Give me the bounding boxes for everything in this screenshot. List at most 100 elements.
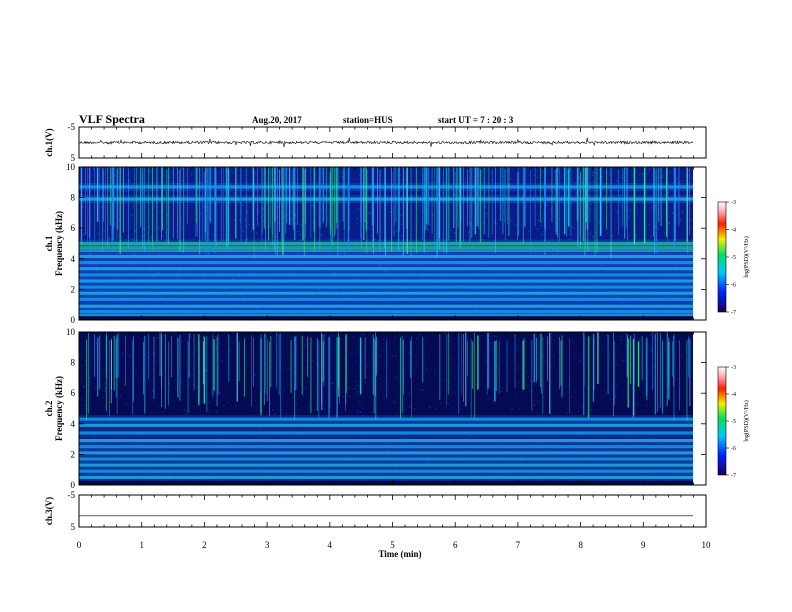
sferic-streak — [655, 167, 657, 254]
sferic-streak — [587, 336, 590, 419]
sferic-streak — [587, 167, 589, 251]
sferic-streak — [641, 335, 643, 380]
sferic-streak — [284, 167, 285, 248]
sferic-streak — [313, 167, 315, 233]
sferic-streak — [585, 167, 587, 243]
sferic-streak — [143, 167, 145, 252]
sferic-streak — [117, 167, 119, 230]
sferic-streak — [467, 167, 468, 227]
sferic-streak — [599, 167, 602, 236]
sferic-streak — [633, 167, 636, 245]
sferic-streak — [252, 167, 254, 230]
sferic-streak — [103, 167, 104, 222]
colorbar-tick-label: -5 — [731, 419, 736, 425]
sferic-streak — [668, 341, 670, 400]
sferic-streak — [371, 167, 373, 226]
sferic-streak — [270, 335, 272, 388]
sferic-streak — [310, 338, 312, 413]
sferic-streak — [148, 333, 149, 380]
spectral-line — [79, 297, 693, 301]
sferic-streak — [334, 167, 335, 237]
colorbar-label: log(PSD)(V²/Hz) — [743, 400, 750, 441]
sferic-streak — [506, 340, 508, 392]
sferic-streak — [569, 338, 570, 414]
sferic-streak — [109, 340, 110, 417]
sferic-streak — [437, 167, 440, 249]
spectral-line — [79, 261, 693, 265]
sferic-streak — [172, 167, 174, 239]
sferic-streak — [651, 332, 653, 390]
sferic-streak — [295, 336, 297, 391]
sferic-streak — [630, 335, 631, 384]
sferic-streak — [186, 167, 188, 225]
sferic-streak — [301, 335, 303, 395]
sferic-streak — [372, 334, 374, 395]
sferic-streak — [261, 167, 263, 234]
sferic-streak — [164, 334, 166, 409]
sferic-streak — [265, 167, 266, 250]
sferic-streak — [329, 337, 331, 409]
spectral-line — [79, 279, 693, 283]
sferic-streak — [443, 167, 444, 253]
y-tick-label: -5 — [68, 122, 76, 132]
sferic-streak — [276, 167, 278, 256]
sferic-streak — [253, 337, 254, 387]
sferic-streak — [278, 332, 280, 396]
sferic-streak — [645, 337, 648, 396]
sferic-streak — [379, 167, 381, 253]
sferic-streak — [359, 337, 362, 395]
sferic-streak — [476, 167, 478, 227]
sferic-streak — [330, 167, 331, 235]
sferic-streak — [689, 338, 691, 407]
sferic-streak — [285, 167, 287, 234]
y-axis-label: Frequency (kHz) — [54, 211, 64, 276]
sferic-streak — [105, 335, 107, 412]
sferic-streak — [253, 167, 255, 259]
sferic-streak — [557, 167, 559, 257]
spectral-line — [79, 245, 693, 249]
sferic-streak — [89, 167, 91, 256]
spectral-line — [79, 291, 693, 295]
sferic-streak — [98, 335, 101, 390]
sferic-streak — [458, 332, 460, 414]
sferic-streak — [209, 167, 211, 223]
y-tick-label: 10 — [66, 327, 76, 337]
sferic-streak — [577, 167, 579, 222]
sferic-streak — [637, 341, 640, 387]
sferic-streak — [448, 167, 450, 241]
sferic-streak — [455, 167, 457, 243]
sferic-streak — [329, 167, 331, 228]
sferic-streak — [366, 167, 368, 254]
sferic-streak — [654, 332, 657, 415]
sferic-streak — [560, 340, 562, 386]
sferic-streak — [310, 167, 312, 239]
sferic-streak — [213, 339, 215, 391]
sferic-streak — [534, 167, 536, 227]
sferic-streak — [658, 167, 659, 223]
sferic-streak — [238, 341, 240, 381]
sferic-streak — [294, 336, 295, 420]
sferic-streak — [280, 333, 281, 421]
sferic-streak — [96, 337, 99, 397]
sferic-streak — [613, 332, 614, 417]
colorbar-tick-label: -7 — [731, 473, 736, 479]
sferic-streak — [307, 337, 309, 377]
sferic-streak — [377, 167, 378, 234]
sferic-streak — [331, 167, 332, 247]
sferic-streak — [337, 167, 339, 257]
sferic-streak — [472, 341, 474, 389]
sferic-streak — [140, 167, 141, 227]
sferic-streak — [279, 167, 280, 232]
sferic-streak — [398, 167, 400, 232]
sferic-streak — [113, 335, 115, 391]
sferic-streak — [673, 167, 676, 252]
sferic-streak — [294, 167, 296, 241]
sferic-streak — [210, 167, 212, 225]
sferic-streak — [265, 333, 267, 394]
sferic-streak — [260, 336, 262, 394]
sferic-streak — [555, 167, 557, 232]
spectral-line — [79, 254, 693, 259]
sferic-streak — [110, 338, 112, 404]
colorbar-label: log(PSD)(V²/Hz) — [743, 236, 750, 277]
sferic-streak — [495, 167, 496, 254]
